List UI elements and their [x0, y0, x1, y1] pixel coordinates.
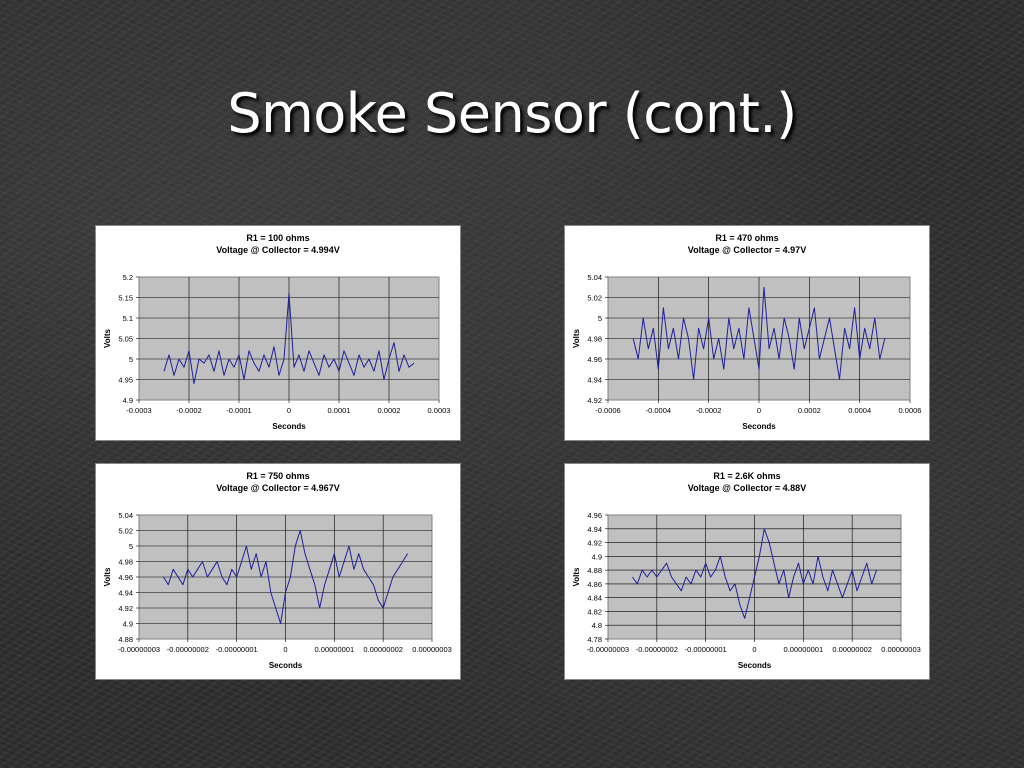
- y-tick-label: 4.92: [587, 539, 602, 548]
- x-tick-label: -0.00000002: [167, 645, 209, 654]
- x-tick-label: 0.00000002: [832, 645, 872, 654]
- y-tick-label: 4.8: [592, 621, 602, 630]
- x-tick-label: -0.00000003: [118, 645, 160, 654]
- x-tick-label: -0.0002: [696, 406, 721, 415]
- x-tick-label: 0: [283, 645, 287, 654]
- y-tick-label: 5: [129, 542, 133, 551]
- y-tick-label: 4.84: [587, 594, 602, 603]
- slide-title: Smoke Sensor (cont.): [227, 82, 797, 145]
- chart-subtitle: Voltage @ Collector = 4.994V: [216, 245, 339, 255]
- chart-subtitle: Voltage @ Collector = 4.97V: [688, 245, 806, 255]
- x-tick-label: 0.00000001: [784, 645, 824, 654]
- y-tick-label: 4.9: [592, 552, 602, 561]
- x-tick-label: 0.0002: [378, 406, 401, 415]
- x-axis-label: Seconds: [269, 661, 303, 670]
- x-tick-label: 0.00000003: [881, 645, 921, 654]
- y-tick-label: 4.9: [123, 396, 133, 405]
- x-tick-label: 0: [752, 645, 756, 654]
- y-tick-label: 5.2: [123, 273, 133, 282]
- y-axis-label: Volts: [572, 567, 581, 587]
- x-tick-label: -0.0002: [176, 406, 201, 415]
- x-tick-label: 0.0003: [428, 406, 451, 415]
- y-tick-label: 4.95: [118, 376, 133, 385]
- x-tick-label: 0.0002: [798, 406, 821, 415]
- y-tick-label: 4.94: [587, 525, 602, 534]
- y-tick-label: 4.88: [118, 635, 133, 644]
- y-tick-label: 4.96: [587, 355, 602, 364]
- series-line: [631, 528, 878, 619]
- chart-title: R1 = 750 ohms: [246, 471, 309, 481]
- x-axis-label: Seconds: [272, 422, 306, 431]
- chart-750-ohms: R1 = 750 ohms Voltage @ Collector = 4.967…: [95, 463, 461, 680]
- x-tick-label: -0.00000002: [636, 645, 678, 654]
- chart-title: R1 = 470 ohms: [715, 233, 778, 243]
- x-axis-label: Seconds: [742, 422, 776, 431]
- chart-2-6k-ohms: R1 = 2.6K ohms Voltage @ Collector = 4.88…: [564, 463, 930, 680]
- x-tick-label: -0.00000001: [216, 645, 258, 654]
- y-tick-label: 4.82: [587, 607, 602, 616]
- x-tick-label: 0.00000003: [412, 645, 452, 654]
- chart-title: R1 = 100 ohms: [246, 233, 309, 243]
- y-axis-label: Volts: [103, 567, 112, 587]
- y-tick-label: 4.86: [587, 580, 602, 589]
- y-tick-label: 4.92: [587, 396, 602, 405]
- y-tick-label: 4.92: [118, 604, 133, 613]
- x-tick-label: -0.0004: [646, 406, 671, 415]
- x-tick-label: 0.0001: [328, 406, 351, 415]
- chart-100-ohms: R1 = 100 ohms Voltage @ Collector = 4.994…: [95, 225, 461, 441]
- y-tick-label: 4.96: [118, 573, 133, 582]
- y-tick-label: 5.1: [123, 314, 133, 323]
- x-tick-label: 0.00000001: [315, 645, 355, 654]
- y-tick-label: 5.05: [118, 335, 133, 344]
- x-tick-label: 0: [287, 406, 291, 415]
- x-tick-label: -0.00000001: [685, 645, 727, 654]
- x-tick-label: -0.0006: [595, 406, 620, 415]
- chart-svg: R1 = 100 ohms Voltage @ Collector = 4.994…: [103, 233, 451, 431]
- y-tick-label: 5.15: [118, 294, 133, 303]
- y-tick-label: 5.02: [118, 527, 133, 536]
- y-tick-label: 4.78: [587, 635, 602, 644]
- x-tick-label: 0.0004: [848, 406, 871, 415]
- series-line: [632, 286, 886, 380]
- y-tick-label: 4.9: [123, 620, 133, 629]
- y-tick-label: 5: [598, 314, 602, 323]
- y-axis-label: Volts: [572, 328, 581, 348]
- y-tick-label: 5.04: [118, 511, 133, 520]
- y-axis-label: Volts: [103, 328, 112, 348]
- y-tick-label: 5.04: [587, 273, 602, 282]
- y-tick-label: 4.98: [587, 335, 602, 344]
- y-tick-label: 4.96: [587, 511, 602, 520]
- y-tick-label: 5.02: [587, 294, 602, 303]
- chart-subtitle: Voltage @ Collector = 4.967V: [216, 483, 339, 493]
- chart-470-ohms: R1 = 470 ohms Voltage @ Collector = 4.97V…: [564, 225, 930, 441]
- chart-svg: R1 = 2.6K ohms Voltage @ Collector = 4.88…: [572, 471, 921, 670]
- series-line: [162, 530, 409, 624]
- x-tick-label: 0.00000002: [363, 645, 403, 654]
- chart-svg: R1 = 750 ohms Voltage @ Collector = 4.967…: [103, 471, 452, 670]
- x-axis-label: Seconds: [738, 661, 772, 670]
- y-tick-label: 4.88: [587, 566, 602, 575]
- x-tick-label: -0.0001: [226, 406, 251, 415]
- chart-title: R1 = 2.6K ohms: [713, 471, 780, 481]
- x-tick-label: -0.00000003: [587, 645, 629, 654]
- series-line: [163, 292, 415, 385]
- y-tick-label: 4.98: [118, 558, 133, 567]
- chart-subtitle: Voltage @ Collector = 4.88V: [688, 483, 806, 493]
- x-tick-label: 0: [757, 406, 761, 415]
- y-tick-label: 4.94: [118, 589, 133, 598]
- y-tick-label: 4.94: [587, 376, 602, 385]
- chart-svg: R1 = 470 ohms Voltage @ Collector = 4.97V…: [572, 233, 922, 431]
- y-tick-label: 5: [129, 355, 133, 364]
- x-tick-label: -0.0003: [126, 406, 151, 415]
- x-tick-label: 0.0006: [899, 406, 922, 415]
